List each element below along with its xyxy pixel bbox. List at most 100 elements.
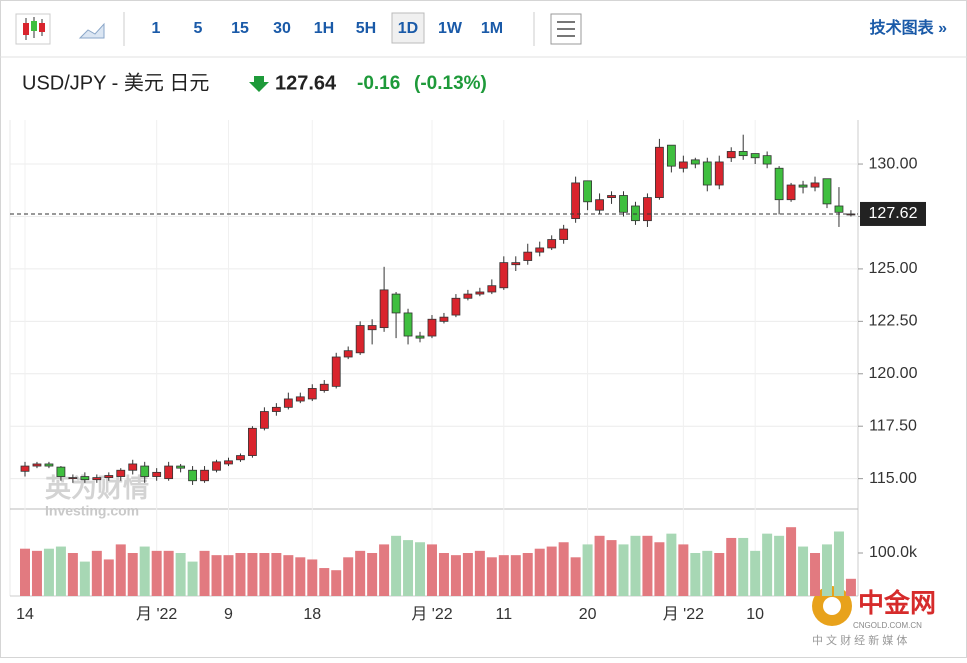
volume-bar [415,542,426,596]
volume-bar [211,555,222,596]
volume-bar [307,559,318,596]
volume-bar [223,555,234,596]
y-tick-label: 122.50 [869,313,918,330]
y-tick-label: 125.00 [869,260,918,277]
candle-body [403,312,413,337]
volume-bar [845,578,856,596]
candle-body [295,396,305,402]
volume-bar [486,557,497,596]
candle-body [535,247,545,253]
y-tick-label: 120.00 [869,365,918,382]
candle-body [367,325,377,331]
toolbar-button[interactable]: 1M [481,20,503,37]
candle-body [271,406,281,412]
volume-bar [534,548,545,596]
volume-bar [103,559,114,596]
logo-site: CNGOLD.COM.CN [853,621,922,630]
toolbar-button[interactable]: 5 [194,20,203,37]
volume-bar [391,535,402,596]
watermark-site: Investing.com [45,503,139,519]
candle-body [391,293,401,314]
volume-bar [510,555,521,596]
volume-bar [522,553,533,596]
candle-body [248,427,257,456]
area-icon[interactable] [78,22,105,39]
volume-bar [343,557,354,596]
toolbar-button[interactable]: 5H [356,20,376,37]
x-tick-label: 月 '22 [663,606,704,623]
candle-body [583,180,592,203]
candle-body [834,205,844,213]
toolbar-button[interactable]: 15 [231,20,249,37]
volume-bar [127,553,138,596]
toolbar-button[interactable]: 1 [152,20,161,37]
candle-body [379,289,389,329]
volume-bar [139,546,150,596]
volume-bar [259,553,270,596]
candle-body [822,178,832,205]
candle-body [738,151,748,157]
candle-body [547,239,557,249]
candle-body [702,161,712,186]
volume-bar [379,544,390,596]
volume-bar [642,535,653,596]
volume-bar [271,553,282,596]
candle-body [666,144,676,167]
candle-body [655,146,664,198]
toolbar-active [391,12,425,44]
candle-body [68,477,78,480]
volume-bar [702,550,713,596]
volume-bar [738,537,749,596]
x-tick-label: 20 [579,606,597,623]
volume-bar [355,550,366,596]
plot [9,120,859,597]
candle-body [128,463,138,471]
volume-bar [546,546,557,596]
volume-bar [426,544,437,596]
candle-body [80,476,90,481]
toolbar-button[interactable]: 1W [438,20,463,37]
volume-bar [79,561,90,596]
x-tick-label: 11 [495,606,512,623]
candle-body [726,151,736,159]
volume-bar [582,544,593,596]
toolbar-button[interactable]: 1H [314,20,334,37]
candle-body [307,388,317,400]
candle-body [774,167,784,201]
candle-body [559,228,569,240]
logo-tagline: 中 文 财 经 新 媒 体 [812,633,907,647]
candle-body [595,199,604,211]
volume-bar [235,553,246,596]
candle-body [56,466,66,477]
volume-bar [558,542,569,596]
toolbar-button[interactable]: 1D [398,20,418,37]
y-tick-label: 115.00 [869,470,917,487]
candle-body [439,316,449,322]
volume-bar [115,544,126,596]
candle-body [140,465,150,477]
volume-y-tick-label: 100.0k [869,544,918,561]
candle-body [319,383,329,391]
candle-body [714,161,724,186]
candle-body [798,184,808,188]
volume-bar [726,537,737,596]
candle-body [523,251,533,261]
volume-bar [403,540,414,596]
logo-text: 中金网 [858,588,936,618]
tech-chart-link[interactable]: 技术图表 » [870,18,947,37]
volume-bar [833,531,844,596]
candle-body [236,455,245,461]
down-arrow [249,76,269,92]
candle-body [32,463,42,467]
x-tick-label: 18 [303,606,321,623]
toolbar-button[interactable]: 30 [273,20,291,37]
volume-bar [810,553,821,596]
volume-bar [606,540,617,596]
volume-bar [714,553,725,596]
logo-mark-inner [823,597,841,615]
candle-body [152,471,162,477]
candle-body [176,465,186,469]
candle-body [451,297,461,316]
x-tick-label: 10 [746,606,764,623]
